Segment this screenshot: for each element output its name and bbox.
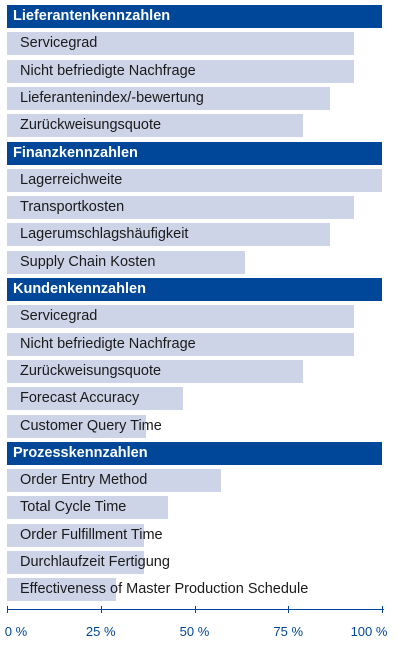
bar-label: Transportkosten (20, 199, 125, 216)
bar (7, 359, 304, 383)
x-axis-tick-label: 100 % (350, 624, 388, 639)
bar (7, 305, 354, 329)
bar-label: Nicht befriedigte Nachfrage (20, 62, 196, 79)
bar-label: Effectiveness of Master Production Sched… (20, 581, 309, 598)
x-axis-tick-label: 50 % (179, 624, 210, 639)
bar (7, 250, 246, 274)
x-axis-tick (288, 606, 290, 613)
bar (7, 496, 169, 520)
bar-label: Servicegrad (20, 308, 98, 325)
bar (7, 332, 354, 356)
bar-label: Durchlaufzeit Fertigung (20, 554, 170, 570)
x-axis-tick-label: 0 % (4, 624, 28, 639)
bar (7, 414, 146, 438)
bar-label: Nicht befriedigte Nachfrage (20, 335, 196, 352)
bar (7, 223, 330, 247)
x-axis-tick (194, 606, 196, 613)
x-axis-tick-label: 25 % (85, 624, 116, 639)
bar (7, 196, 354, 220)
bar-label: Zurückweisungsquote (20, 117, 162, 134)
bar-label: Order Fulfillment Time (20, 526, 163, 543)
bar-label: Servicegrad (20, 35, 98, 52)
bar (7, 523, 144, 547)
bar (7, 114, 304, 138)
bar-label: Total Cycle Time (20, 499, 127, 516)
bar-label: Supply Chain Kosten (20, 253, 156, 270)
bar-label: Lagerreichweite (20, 171, 123, 188)
bar (7, 86, 330, 110)
bar-label: Zurückweisungsquote (20, 362, 162, 379)
bar-label: Forecast Accuracy (20, 390, 140, 407)
group-header: Finanzkennzahlen (7, 141, 382, 165)
bar (7, 578, 116, 602)
x-axis-line (7, 609, 384, 610)
x-axis-tick-label: 75 % (273, 624, 304, 639)
bar (7, 168, 382, 192)
bar-label: Order Entry Method (20, 472, 148, 489)
x-axis-tick (7, 606, 8, 613)
x-axis-tick (382, 606, 383, 613)
bar (7, 469, 221, 493)
bar (7, 32, 354, 56)
bar-label: Lagerumschlagshäufigkeit (20, 226, 189, 243)
bar-label: Lieferantenindex/-bewertung (20, 89, 204, 106)
bar (7, 387, 184, 411)
bar (7, 59, 354, 83)
bar-label: Customer Query Time (20, 417, 162, 434)
group-header: Prozesskennzahlen (7, 441, 382, 465)
group-header: Lieferantenkennzahlen (7, 5, 382, 28)
group-header: Kundenkennzahlen (7, 278, 382, 301)
x-axis-tick (100, 606, 102, 613)
bar (7, 551, 144, 574)
